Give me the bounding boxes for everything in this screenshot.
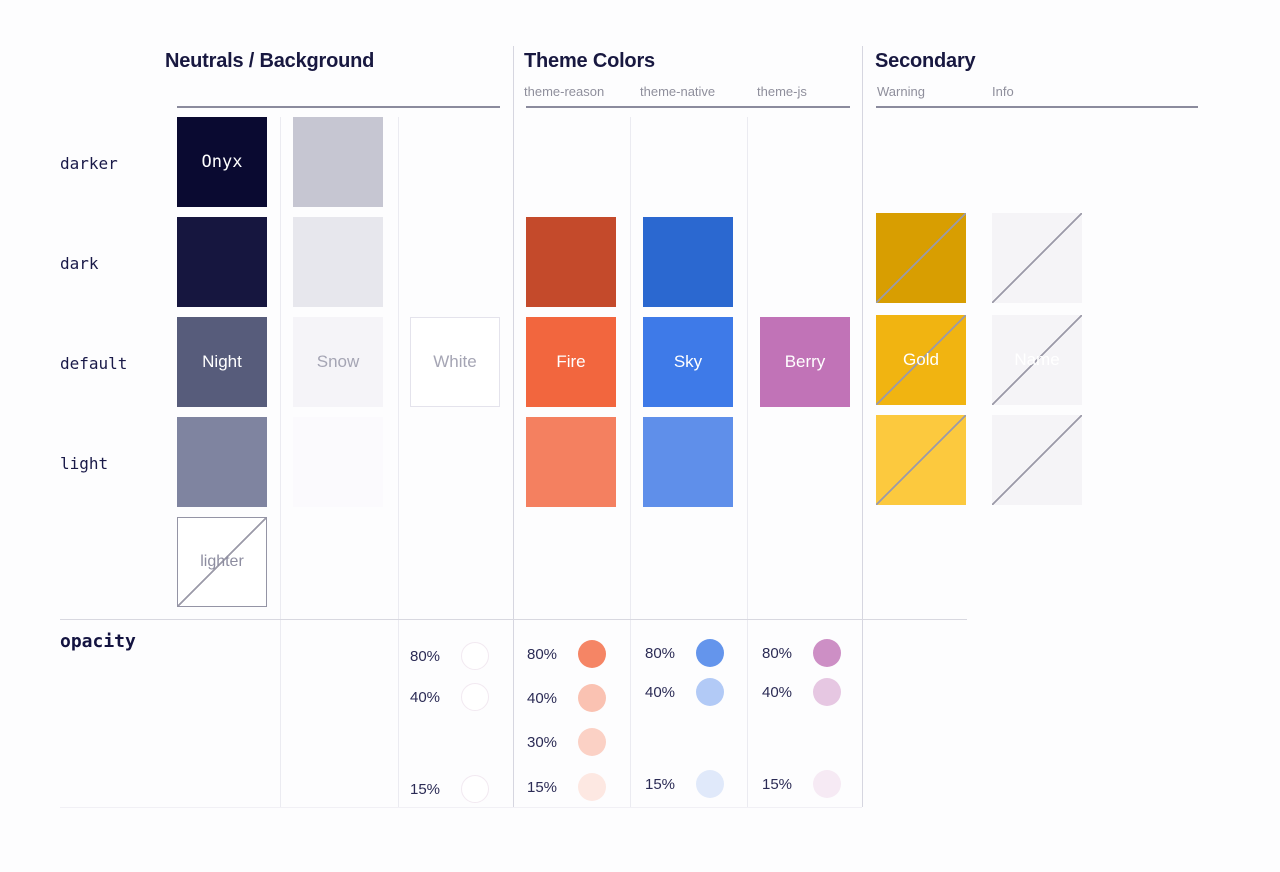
row-label-default: default <box>60 354 128 373</box>
swatch-berry-label: Berry <box>784 352 826 371</box>
swatch-night-label: Night <box>202 352 242 371</box>
opacity-berry-40-label: 40% <box>762 683 793 701</box>
opacity-berry-80-circle <box>813 639 841 667</box>
opacity-sky-15-circle <box>696 770 724 798</box>
swatch-bg-light[interactable] <box>293 417 383 507</box>
neutrals-title-rule <box>177 106 500 108</box>
opacity-white-40: 40% <box>410 683 489 711</box>
grid-vline <box>747 117 748 807</box>
opacity-sky-40: 40% <box>645 678 724 706</box>
swatch-info[interactable]: Name <box>992 315 1082 405</box>
swatch-gold-light[interactable] <box>876 415 966 505</box>
neutrals-section-title: Neutrals / Background <box>165 50 375 72</box>
grid-bottom-line <box>60 807 862 808</box>
swatch-white-label: White <box>433 352 477 371</box>
opacity-berry-40-circle <box>813 678 841 706</box>
swatch-sky-light[interactable] <box>643 417 733 507</box>
theme-title-rule <box>526 106 850 108</box>
row-label-light: light <box>60 454 109 473</box>
opacity-berry-40: 40% <box>762 678 841 706</box>
swatch-bg-dark[interactable] <box>293 217 383 307</box>
grid-vline <box>630 117 631 807</box>
swatch-gold-label: Gold <box>903 350 939 369</box>
opacity-white-15: 15% <box>410 775 489 803</box>
secondary-variant-warning: Warning <box>877 84 925 99</box>
row-label-dark: dark <box>60 254 99 273</box>
swatch-fire[interactable]: Fire <box>526 317 616 407</box>
secondary-title-rule <box>876 106 1198 108</box>
opacity-white-80-label: 80% <box>410 647 441 665</box>
opacity-white-40-label: 40% <box>410 688 441 706</box>
opacity-fire-15-circle <box>578 773 606 801</box>
opacity-fire-80: 80% <box>527 640 606 668</box>
secondary-variant-info: Info <box>992 84 1014 99</box>
swatch-fire-light[interactable] <box>526 417 616 507</box>
opacity-fire-15-label: 15% <box>527 778 558 796</box>
swatch-snow[interactable]: Snow <box>293 317 383 407</box>
opacity-berry-80: 80% <box>762 639 841 667</box>
swatch-night[interactable]: Night <box>177 317 267 407</box>
grid-vline <box>280 117 281 807</box>
opacity-sky-15: 15% <box>645 770 724 798</box>
opacity-fire-40-circle <box>578 684 606 712</box>
swatch-info-dark[interactable] <box>992 213 1082 303</box>
opacity-fire-40: 40% <box>527 684 606 712</box>
opacity-sky-80-label: 80% <box>645 644 676 662</box>
opacity-berry-15-circle <box>813 770 841 798</box>
secondary-section-title: Secondary <box>875 50 976 72</box>
swatch-slate-light[interactable] <box>177 417 267 507</box>
opacity-white-80: 80% <box>410 642 489 670</box>
swatch-bg-darker[interactable] <box>293 117 383 207</box>
opacity-sky-15-label: 15% <box>645 775 676 793</box>
swatch-onyx[interactable]: Onyx <box>177 117 267 207</box>
opacity-row-label: opacity <box>60 631 136 652</box>
theme-variant-native: theme-native <box>640 84 716 99</box>
opacity-separator-line <box>60 619 967 620</box>
opacity-sky-40-circle <box>696 678 724 706</box>
opacity-sky-80: 80% <box>645 639 724 667</box>
swatch-gold[interactable]: Gold <box>876 315 966 405</box>
opacity-fire-30-label: 30% <box>527 733 558 751</box>
row-label-darker: darker <box>60 154 118 173</box>
opacity-white-15-circle <box>461 775 489 803</box>
section-divider <box>513 46 514 807</box>
grid-vline <box>398 117 399 807</box>
theme-section-title: Theme Colors <box>524 50 655 72</box>
theme-variant-js: theme-js <box>757 84 807 99</box>
opacity-sky-40-label: 40% <box>645 683 676 701</box>
opacity-berry-15: 15% <box>762 770 841 798</box>
swatch-white[interactable]: White <box>410 317 500 407</box>
swatch-fire-dark[interactable] <box>526 217 616 307</box>
opacity-white-80-circle <box>461 642 489 670</box>
opacity-white-40-circle <box>461 683 489 711</box>
swatch-lighter[interactable]: lighter <box>177 517 267 607</box>
opacity-sky-80-circle <box>696 639 724 667</box>
swatch-info-light[interactable] <box>992 415 1082 505</box>
opacity-fire-80-circle <box>578 640 606 668</box>
swatch-sky-dark[interactable] <box>643 217 733 307</box>
opacity-fire-15: 15% <box>527 773 606 801</box>
opacity-berry-15-label: 15% <box>762 775 793 793</box>
swatch-sky-label: Sky <box>673 352 703 371</box>
opacity-white-15-label: 15% <box>410 780 441 798</box>
swatch-fire-label: Fire <box>556 352 586 371</box>
opacity-fire-80-label: 80% <box>527 645 558 663</box>
swatch-navy-dark[interactable] <box>177 217 267 307</box>
opacity-fire-30: 30% <box>527 728 606 756</box>
swatch-onyx-label: Onyx <box>201 152 243 172</box>
opacity-fire-30-circle <box>578 728 606 756</box>
swatch-berry[interactable]: Berry <box>760 317 850 407</box>
section-divider <box>862 46 863 807</box>
theme-variant-reason: theme-reason <box>524 84 605 99</box>
swatch-info-label: Name <box>1014 350 1060 369</box>
swatch-lighter-label: lighter <box>200 553 244 570</box>
opacity-berry-80-label: 80% <box>762 644 793 662</box>
swatch-gold-dark[interactable] <box>876 213 966 303</box>
swatch-snow-label: Snow <box>316 352 360 371</box>
swatch-sky[interactable]: Sky <box>643 317 733 407</box>
opacity-fire-40-label: 40% <box>527 689 558 707</box>
